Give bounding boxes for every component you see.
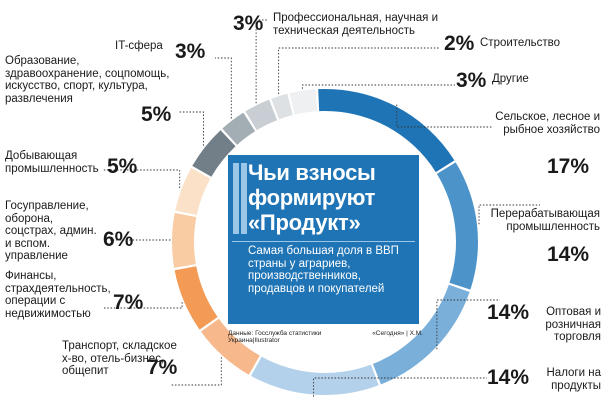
label-government: Госуправление, оборона, соцстрах, админ.… [5, 200, 97, 262]
slice-agriculture [318, 89, 455, 173]
pct-agriculture: 17% [547, 155, 590, 178]
pct-mining: 5% [107, 155, 138, 178]
slice-other [289, 89, 318, 115]
slice-transport [200, 318, 260, 375]
pct-transport: 7% [147, 356, 178, 379]
slice-construction [271, 93, 293, 120]
pct-finance: 7% [113, 291, 144, 314]
label-professional: Профессиональная, научная и техническая … [273, 12, 438, 37]
slice-manufacturing [436, 162, 478, 290]
divider [232, 241, 415, 242]
pct-professional: 3% [233, 12, 264, 35]
slice-finance [174, 266, 218, 330]
decor-bar [241, 163, 247, 234]
slice-government [172, 212, 197, 268]
label-education: Образование, здравоохранение, соцпомощь,… [5, 55, 170, 105]
pct-construction: 2% [444, 32, 475, 55]
source-text: Данные: Госслужба статистики Украина|Ilu… [228, 330, 322, 344]
slice-professional [245, 99, 278, 131]
pct-manufacturing: 14% [547, 243, 590, 266]
chart-title: Чьи взносы формируют «Продукт» [248, 160, 376, 235]
slice-mining [175, 167, 211, 216]
pct-trade: 14% [487, 301, 530, 324]
label-transport: Транспорт, складское х-во, отель-бизнес,… [62, 340, 177, 377]
leader-transport [170, 357, 222, 386]
chart-subtitle: Самая большая доля в ВВП страны у аграри… [248, 245, 399, 295]
pct-taxes: 14% [487, 366, 530, 389]
slice-trade [372, 284, 470, 385]
label-it: IT-сфера [115, 40, 163, 52]
credit-text: «Сегодня» | Х.М. [372, 330, 423, 337]
label-construction: Строительство [480, 37, 561, 49]
slice-education [192, 130, 236, 177]
slice-it [222, 112, 256, 145]
donut-slices [172, 89, 478, 395]
leader-lines [102, 19, 540, 397]
leader-other [301, 84, 455, 89]
pct-it: 3% [175, 40, 206, 63]
decor-bar [233, 163, 239, 234]
label-taxes: Налоги на продукты [546, 367, 602, 392]
label-other: Другие [492, 73, 529, 85]
slice-taxes [250, 356, 379, 395]
label-trade: Оптовая и розничная торговля [545, 306, 601, 343]
leader-manufacturing [478, 204, 540, 225]
label-finance: Финансы, страхдеятельность, операции с н… [5, 270, 111, 320]
label-mining: Добывающая промышленность [5, 150, 99, 175]
pct-other: 3% [456, 69, 487, 92]
leader-it [215, 57, 232, 119]
leader-mining [102, 169, 181, 188]
leader-education [178, 111, 204, 146]
label-agriculture: Сельское, лесное и рыбное хозяйство [495, 111, 600, 136]
center-info-box: Чьи взносы формируют «Продукт» Самая бол… [228, 155, 419, 324]
label-manufacturing: Перерабатывающая промышленность [490, 208, 600, 233]
pct-education: 5% [141, 103, 172, 126]
leader-professional [255, 19, 268, 104]
leader-construction [278, 47, 440, 95]
pct-government: 6% [103, 228, 134, 251]
leader-agriculture [396, 104, 493, 128]
